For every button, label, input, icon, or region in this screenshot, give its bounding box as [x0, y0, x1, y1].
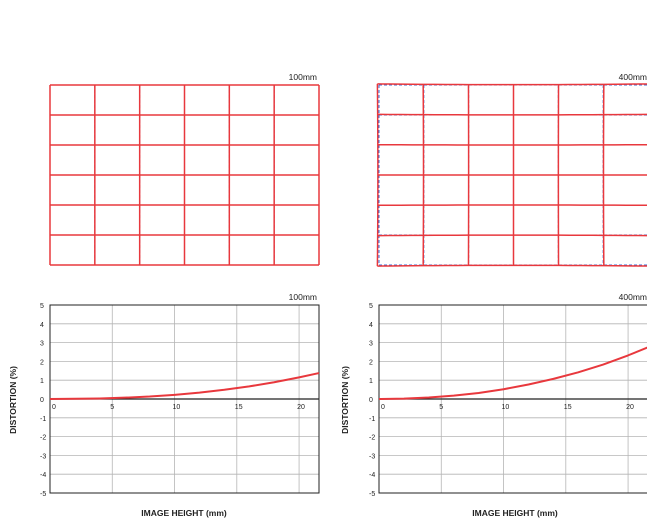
y-tick-label: 4 — [40, 322, 44, 329]
y-tick-label: -5 — [40, 491, 46, 498]
distortion-chart-1: 100mm DISTORTION (%) IMAGE HEIGHT (mm) 5… — [8, 292, 320, 518]
y-tick-label: 5 — [369, 303, 373, 310]
x-tick-label: 20 — [297, 404, 305, 411]
x-tick-label: 0 — [52, 404, 56, 411]
distorted-grid-line — [377, 234, 647, 237]
distortion-chart-2: 400mm DISTORTION (%) IMAGE HEIGHT (mm) 5… — [340, 292, 647, 518]
chart-title-2: 400mm — [619, 292, 647, 302]
grid-label-2: 400mm — [619, 72, 647, 82]
y-tick-label: 0 — [40, 397, 44, 404]
grid-label-1: 100mm — [289, 72, 317, 82]
chart-title-1: 100mm — [289, 292, 317, 302]
x-axis-label-2: IMAGE HEIGHT (mm) — [472, 508, 558, 518]
x-tick-label: 10 — [173, 404, 181, 411]
grid-panel-1: 100mm — [49, 72, 320, 266]
y-tick-label: 1 — [369, 378, 373, 385]
x-tick-label: 5 — [110, 404, 114, 411]
y-tick-label: 4 — [369, 322, 373, 329]
y-tick-label: 3 — [40, 341, 44, 348]
y-tick-label: 5 — [40, 303, 44, 310]
distorted-grid-line — [377, 113, 647, 116]
distorted-grid-line — [377, 83, 647, 86]
y-tick-label: -3 — [40, 453, 46, 460]
y-tick-label: -2 — [40, 435, 46, 442]
y-axis-label-1: DISTORTION (%) — [8, 366, 18, 434]
distortion-curve — [378, 346, 647, 400]
x-tick-label: 5 — [439, 404, 443, 411]
x-tick-label: 20 — [626, 404, 634, 411]
y-axis-label-2: DISTORTION (%) — [340, 366, 350, 434]
y-tick-label: -3 — [369, 453, 375, 460]
y-tick-label: -1 — [369, 416, 375, 423]
y-tick-label: -4 — [369, 472, 375, 479]
x-tick-label: 0 — [381, 404, 385, 411]
y-tick-label: 2 — [369, 359, 373, 366]
distorted-grid-line — [377, 264, 647, 267]
y-tick-label: -5 — [369, 491, 375, 498]
y-tick-label: -4 — [40, 472, 46, 479]
distortion-curve — [49, 372, 320, 400]
x-axis-label-1: IMAGE HEIGHT (mm) — [141, 508, 227, 518]
grid-panel-2: 400mm — [376, 72, 647, 267]
y-tick-label: 0 — [369, 397, 373, 404]
y-tick-label: 2 — [40, 359, 44, 366]
y-tick-label: -1 — [40, 416, 46, 423]
x-tick-label: 15 — [564, 404, 572, 411]
x-tick-label: 15 — [235, 404, 243, 411]
y-tick-label: 1 — [40, 378, 44, 385]
y-tick-label: 3 — [369, 341, 373, 348]
distorted-grid-line — [376, 83, 379, 267]
x-tick-label: 10 — [502, 404, 510, 411]
y-tick-label: -2 — [369, 435, 375, 442]
